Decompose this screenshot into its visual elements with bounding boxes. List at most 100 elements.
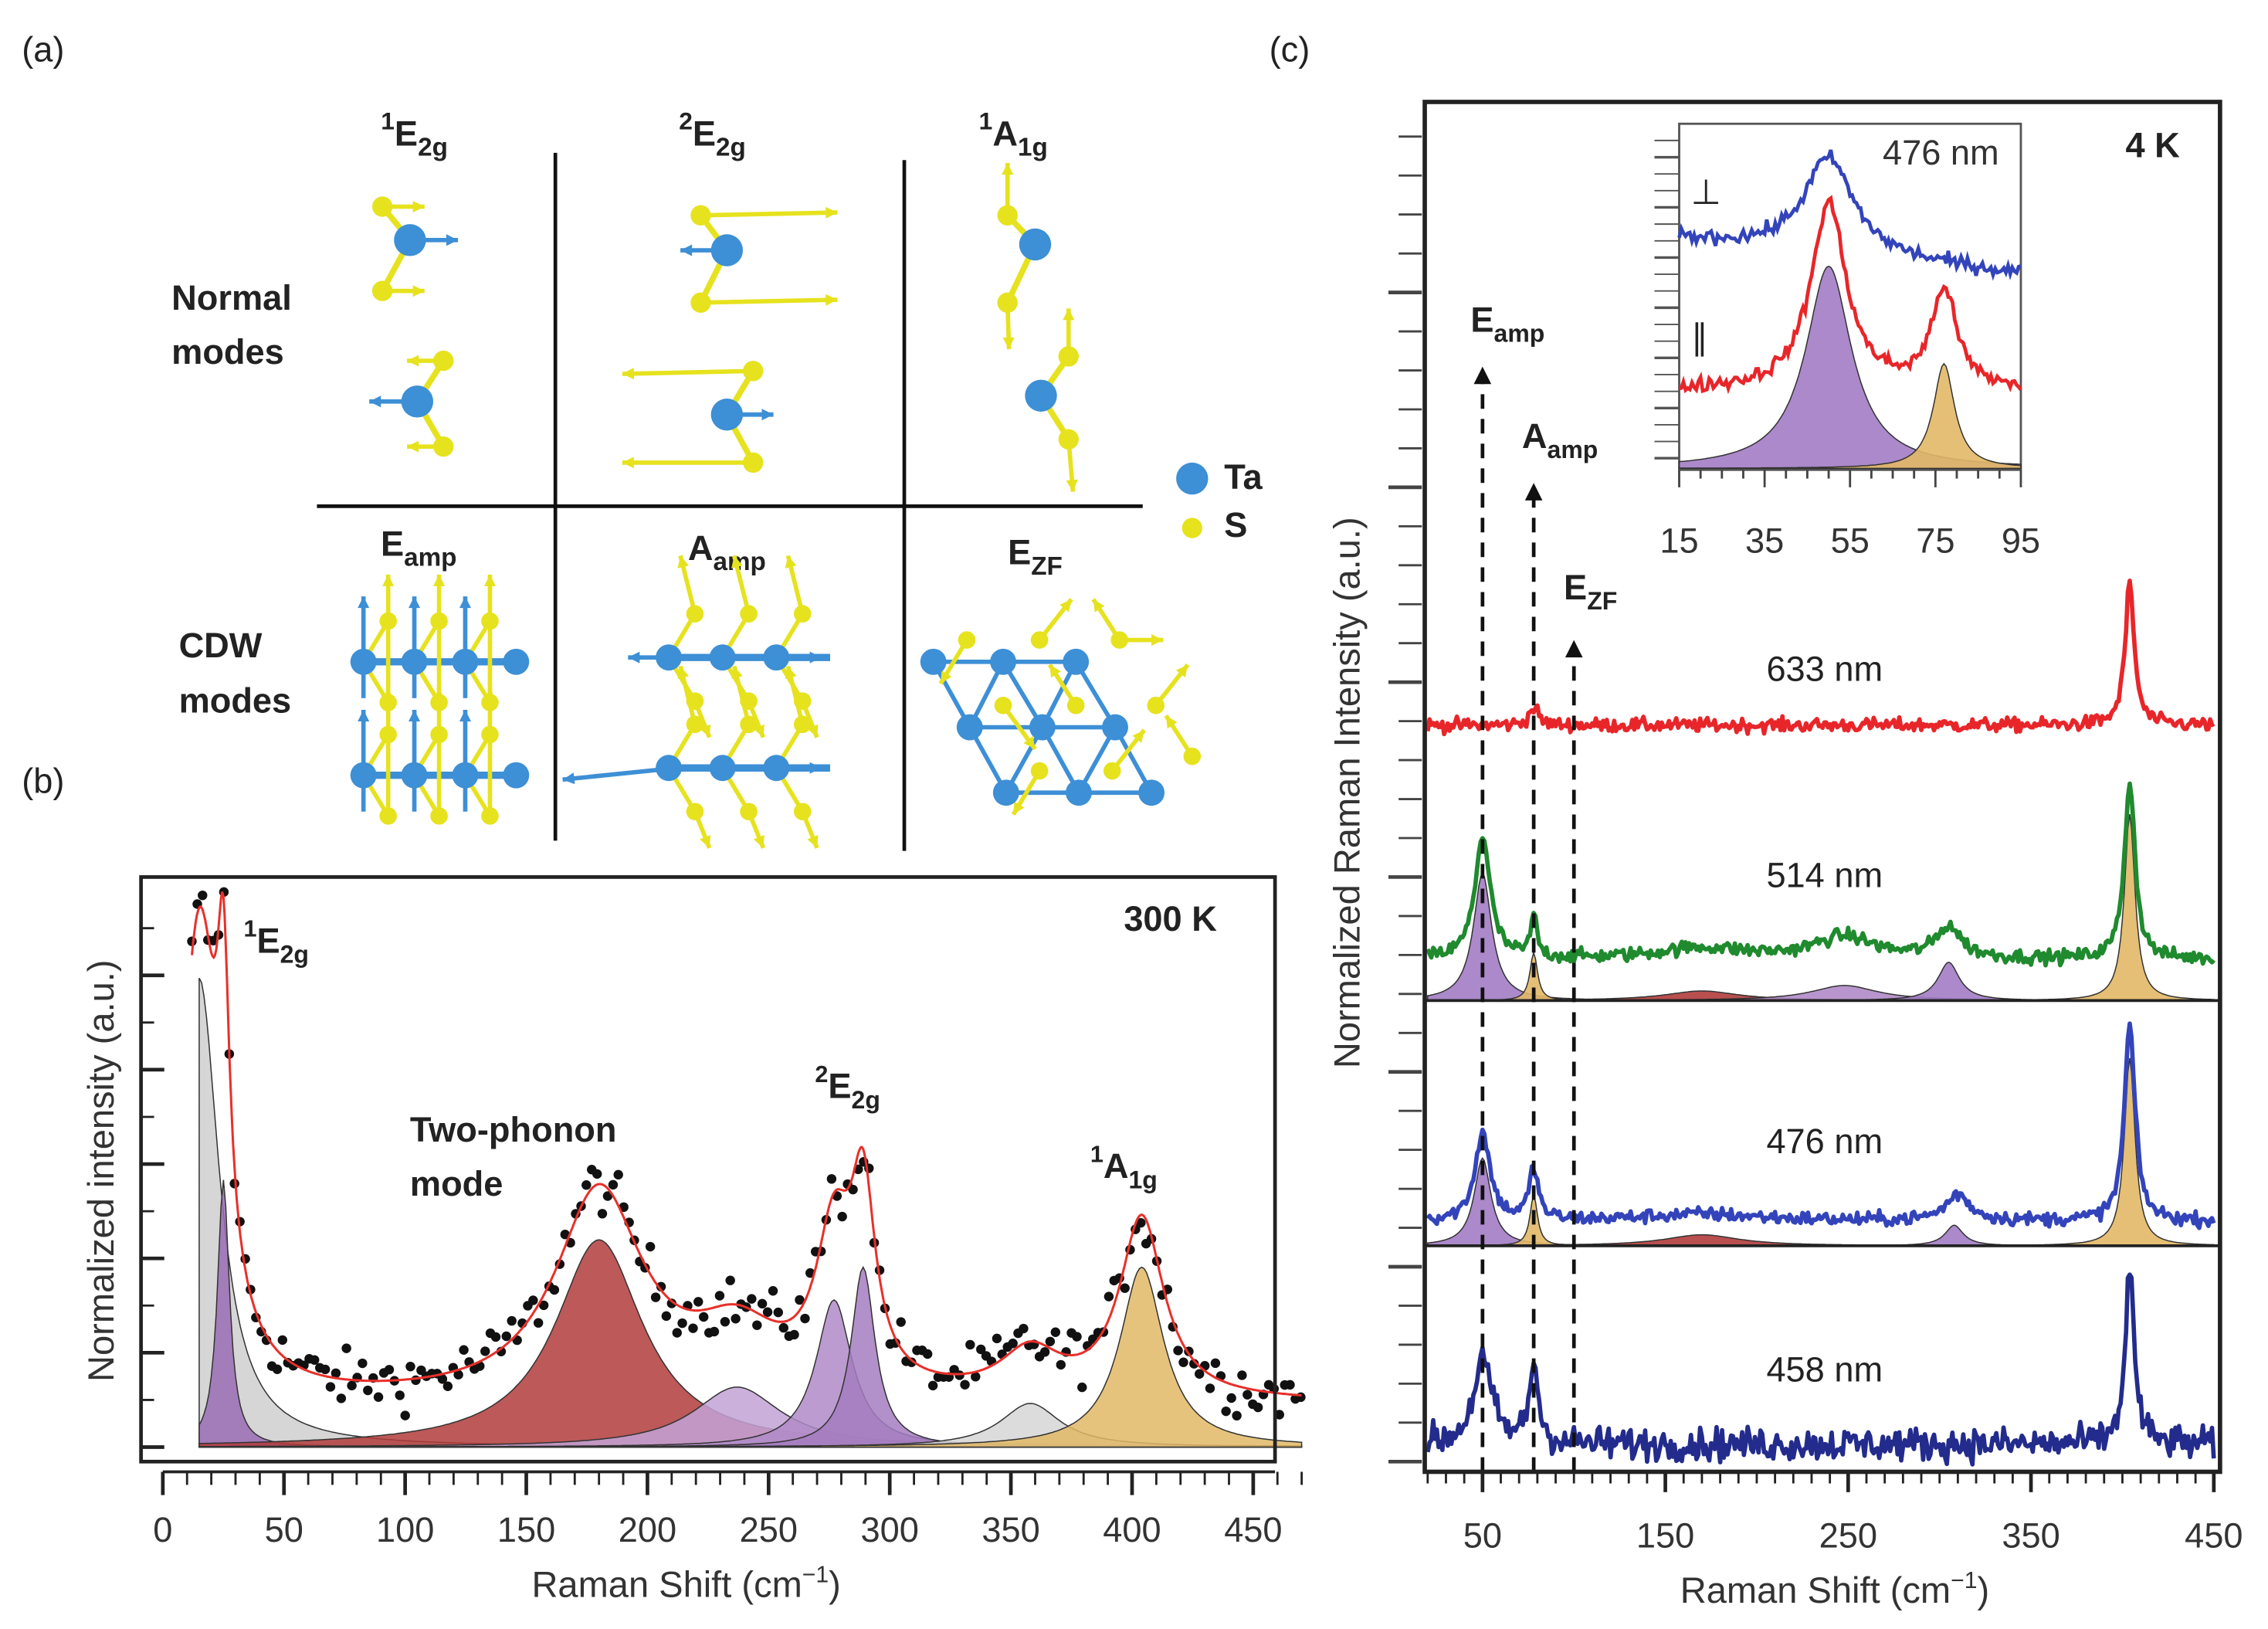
ta-atom [1102, 714, 1128, 741]
data-point [645, 1241, 656, 1252]
spectrum-line-514-nm [1426, 781, 2215, 968]
data-point [709, 1326, 720, 1337]
mode-markers: Eamp Aamp EZF [1470, 300, 1617, 1472]
x-tick-label: 450 [2185, 1515, 2243, 1555]
spectra-lines: 633 nm 514 nm 476 nm 458 nm [1426, 579, 2216, 1467]
data-point [896, 1317, 906, 1327]
data-point [533, 1318, 544, 1328]
inset-x-tick-label: 95 [2002, 521, 2040, 561]
peak-label-two-phonon: Two-phonon [410, 1110, 617, 1149]
ta-atom [710, 399, 744, 431]
x-tick-label: 150 [1636, 1515, 1694, 1555]
data-point [347, 1380, 357, 1391]
peak-label-1e2g: 1E2g [243, 916, 309, 969]
arrow-head-icon [412, 201, 425, 213]
arrow-head-icon [785, 555, 797, 568]
arrow-head-icon [433, 574, 446, 586]
data-point [976, 1344, 986, 1355]
s-atom [1147, 697, 1165, 714]
ta-atom [763, 644, 790, 671]
arrow-head-icon [1132, 730, 1144, 743]
ta-atom [394, 224, 426, 256]
x-axis-label: Raman Shift (cm−1) [531, 1563, 840, 1605]
inset-x-tick-label: 15 [1659, 521, 1698, 561]
ta-atom [990, 648, 1017, 675]
ta-atom [1025, 379, 1057, 412]
arrow-head-icon [1049, 664, 1061, 678]
data-point [459, 1345, 469, 1355]
s-atom [433, 350, 454, 372]
x-tick-label: 250 [1819, 1515, 1877, 1555]
data-point [1210, 1358, 1221, 1369]
peak-label-1a1g: 1A1g [1090, 1141, 1158, 1193]
arrow-head-icon [941, 670, 952, 684]
ta-atom [1029, 714, 1056, 741]
data-point [1242, 1390, 1253, 1400]
ta-atom [763, 755, 790, 782]
ta-atom [452, 762, 479, 789]
arrow-head-icon [459, 709, 471, 722]
arrow-head-icon [825, 206, 838, 219]
arrow-head-icon [1151, 634, 1164, 647]
s-atom [997, 292, 1018, 313]
data-point [725, 1275, 735, 1285]
ta-atom [1063, 648, 1090, 675]
data-point [661, 1311, 672, 1322]
data-point [1274, 1410, 1284, 1420]
x-tick-label: 250 [740, 1510, 798, 1549]
arrow-head-icon [1066, 479, 1078, 492]
ta-atom [709, 755, 736, 782]
arrow-head-icon [825, 294, 838, 306]
data-point [677, 1318, 687, 1329]
spectrum-line-458-nm [1426, 1272, 2216, 1467]
s-atom [686, 715, 704, 734]
s-atom [1030, 762, 1049, 780]
x-tick-label: 350 [981, 1510, 1039, 1549]
arrow-head-icon [1063, 308, 1075, 321]
data-point [198, 890, 208, 901]
data-point [453, 1369, 463, 1380]
displacement-arrow [622, 368, 754, 376]
ta-atom [1138, 779, 1165, 806]
data-point [320, 1364, 331, 1375]
data-point [1253, 1402, 1263, 1413]
arrow-head-icon [677, 555, 690, 568]
arrow-head-icon [1165, 715, 1178, 729]
x-tick-label: 400 [1103, 1510, 1161, 1549]
plot-frame [139, 875, 1277, 1464]
arrow-head-icon [483, 574, 496, 586]
data-point [714, 1291, 725, 1301]
data-point [336, 1393, 347, 1403]
arrow-head-icon [446, 234, 459, 246]
inset-spectrum-line [1677, 149, 2022, 281]
molecule-drawings [350, 163, 1202, 849]
data-point [272, 1364, 283, 1374]
s-atom [433, 436, 454, 457]
arrow-head-icon [785, 666, 797, 679]
arrow-head-icon [809, 762, 822, 774]
fit-line [191, 891, 1302, 1397]
arrow-head-icon [677, 666, 690, 679]
s-atom [690, 292, 711, 313]
data-point [992, 1333, 1002, 1344]
s-atom [740, 715, 758, 734]
data-point [373, 1392, 384, 1402]
ta-atom [710, 234, 744, 266]
arrow-head-icon [562, 772, 575, 785]
ta-atom [956, 714, 983, 741]
arrow-head-icon [483, 687, 496, 700]
inset-chart: 15 35 55 75 95 476 nm ⊥ ∥ [1654, 122, 2040, 561]
arrow-head-icon [1002, 337, 1015, 350]
data-point [927, 1380, 938, 1391]
s-atom [997, 205, 1018, 226]
data-point [608, 1179, 619, 1190]
peak-label-two-phonon-2: mode [410, 1164, 503, 1203]
data-point [490, 1332, 501, 1342]
s-atom [740, 605, 758, 623]
data-point [795, 1295, 805, 1305]
x-tick-label: 300 [861, 1510, 919, 1549]
legend-ta: Ta [1224, 457, 1263, 497]
s-atom [994, 697, 1012, 714]
s-atom [690, 205, 711, 226]
data-point [1072, 1332, 1082, 1342]
